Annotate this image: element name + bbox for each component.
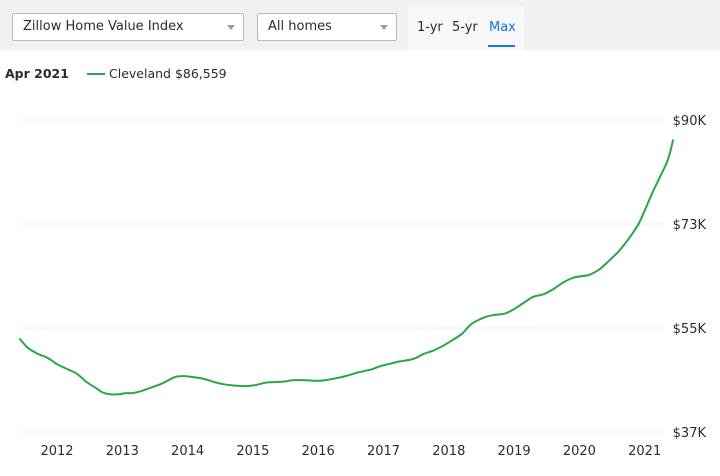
legend-series-label: Cleveland $86,559	[109, 66, 227, 81]
index-type-dropdown-label: Zillow Home Value Index	[23, 19, 184, 34]
x-tick-label: 2020	[563, 444, 596, 459]
x-tick-label: 2015	[236, 444, 269, 459]
home-type-dropdown[interactable]: All homes	[257, 13, 397, 41]
range-button-1yr[interactable]: 1-yr	[417, 20, 443, 35]
y-tick-label: $73K	[673, 218, 707, 233]
active-range-underline	[488, 45, 515, 47]
range-button-5yr[interactable]: 5-yr	[452, 20, 478, 35]
y-tick-label: $55K	[673, 322, 707, 337]
x-tick-label: 2012	[40, 444, 73, 459]
chevron-down-icon	[380, 25, 388, 30]
index-type-dropdown[interactable]: Zillow Home Value Index	[12, 13, 244, 41]
chevron-down-icon	[227, 25, 235, 30]
x-tick-label: 2021	[628, 444, 661, 459]
home-value-line-chart: $90K $73K $55K $37K 2012 2013 2014 2015 2016 201…	[19, 114, 707, 459]
x-tick-label: 2014	[171, 444, 204, 459]
time-range-selector: 1-yr 5-yr Max	[408, 6, 524, 50]
x-tick-label: 2016	[302, 444, 335, 459]
legend-date: Apr 2021	[5, 66, 69, 81]
legend-swatch	[87, 73, 105, 75]
y-tick-label: $90K	[673, 114, 707, 129]
range-button-max[interactable]: Max	[489, 20, 516, 35]
x-tick-label: 2019	[498, 444, 531, 459]
home-type-dropdown-label: All homes	[268, 19, 332, 34]
x-tick-label: 2017	[367, 444, 400, 459]
x-tick-label: 2013	[106, 444, 139, 459]
x-tick-label: 2018	[432, 444, 465, 459]
y-tick-label: $37K	[673, 426, 707, 441]
chart-toolbar: Zillow Home Value Index All homes 1-yr 5…	[0, 0, 720, 50]
cleveland-series-line	[19, 139, 674, 396]
